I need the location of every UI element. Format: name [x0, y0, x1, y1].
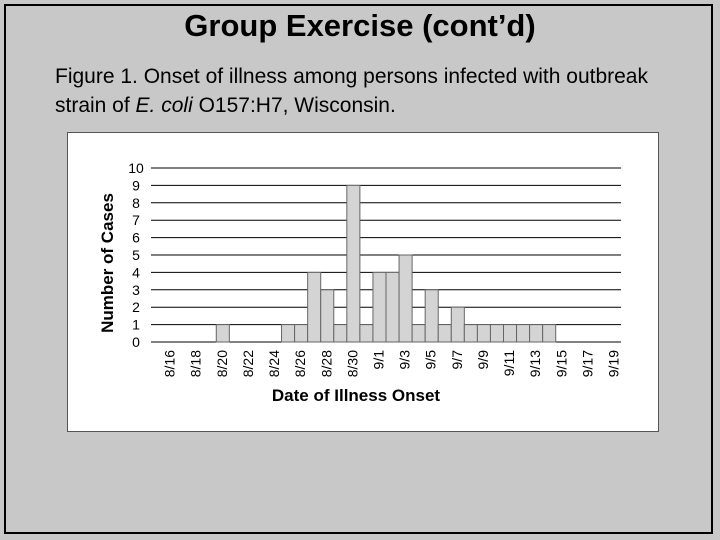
x-axis-label: Date of Illness Onset: [271, 386, 441, 405]
slide-title: Group Exercise (cont’d): [184, 8, 536, 43]
bar: [307, 271, 322, 343]
bar: [529, 324, 544, 343]
caption-organism: E. coli: [135, 94, 193, 117]
x-tick-label: 9/17: [579, 350, 595, 377]
bar: [281, 324, 296, 343]
bar: [215, 324, 230, 343]
x-tick-label: 8/22: [240, 350, 256, 377]
bar: [320, 289, 335, 343]
chart-svg: 01 23 456 78 910 8/16 8/18 8/20 8/22 8/24 8/26 8/28…: [128, 160, 621, 377]
bar: [503, 324, 518, 343]
x-tick-label: 9/5: [423, 350, 439, 370]
x-tick-label: 8/20: [214, 350, 230, 377]
bar: [333, 324, 348, 343]
epi-curve-chart: 0 1 2 3 4 5 6 7 8 9 10 8/16 8/18 8/20 8/22 8/24 8/26 8/28…: [67, 132, 659, 432]
y-tick-label: 6: [132, 230, 140, 246]
bar: [437, 324, 452, 343]
x-tick-label: 9/1: [370, 350, 386, 370]
x-tick-label: 9/15: [553, 350, 569, 377]
bar: [489, 324, 505, 343]
x-tick-label: 8/30: [344, 350, 360, 377]
bar: [516, 324, 531, 343]
y-tick-label: 1: [132, 317, 140, 333]
x-tick-label: 8/16: [162, 350, 178, 377]
bar: [398, 254, 413, 343]
y-tick-label: 10: [128, 160, 144, 176]
y-tick-label: 3: [132, 282, 140, 298]
bar: [359, 324, 374, 343]
x-tick-label: 9/11: [501, 350, 517, 376]
x-tick-label: 9/13: [527, 350, 543, 377]
bar: [463, 324, 478, 343]
y-tick-label: 9: [132, 177, 140, 193]
x-tick-label: 8/28: [318, 350, 334, 377]
figure-caption: Figure 1. Onset of illness among persons…: [55, 62, 695, 120]
bar: [542, 324, 557, 343]
caption-text-1: Figure 1. Onset of illness among persons…: [55, 65, 648, 117]
bar: [385, 271, 400, 343]
x-tick-label: 9/19: [605, 350, 621, 377]
y-axis-label: Number of Cases: [98, 193, 117, 333]
x-tick-label: 8/26: [292, 350, 308, 377]
bar: [411, 324, 426, 343]
bar: [346, 184, 361, 343]
bar: [372, 271, 387, 343]
x-tick-label: 9/7: [449, 350, 465, 370]
x-tick-label: 8/24: [266, 350, 282, 377]
y-tick-label: 5: [132, 247, 140, 263]
bar: [424, 289, 439, 343]
x-tick-label: 9/9: [475, 350, 491, 370]
x-tick-label: 8/18: [188, 350, 204, 377]
caption-text-2: O157:H7, Wisconsin.: [192, 94, 396, 117]
bar: [450, 306, 465, 343]
y-tick-label: 4: [132, 264, 140, 280]
y-tick-label: 7: [132, 212, 140, 228]
y-tick-label: 0: [132, 334, 140, 350]
y-tick-label: 2: [132, 299, 140, 315]
slide-frame: [4, 4, 713, 534]
x-tick-label: 9/3: [397, 350, 413, 370]
y-tick-label: 8: [132, 195, 140, 211]
bar: [294, 324, 309, 343]
bar: [476, 324, 491, 343]
